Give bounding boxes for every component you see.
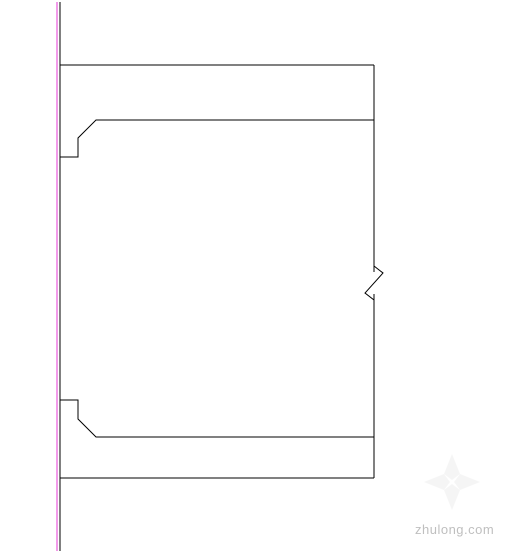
upper-haunch-profile (60, 120, 374, 157)
lower-haunch-profile (60, 400, 374, 437)
watermark-text: zhulong.com (415, 522, 494, 537)
watermark-logo (420, 450, 484, 519)
